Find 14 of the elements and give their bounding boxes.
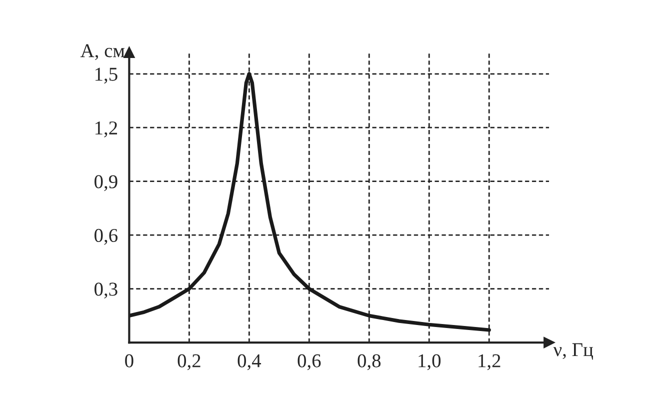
x-axis-title: ν, Гц — [553, 343, 594, 360]
y-tick-label: 1,2 — [95, 121, 118, 138]
y-tick-label: 1,5 — [95, 68, 118, 84]
x-tick-label: 0,6 — [298, 354, 321, 370]
x-tick-label: 0 — [125, 354, 134, 368]
y-axis-title: A, см — [80, 44, 125, 60]
x-tick-label: 1,2 — [478, 354, 500, 370]
x-tick-label: 0,8 — [358, 354, 381, 370]
x-tick-label: 0,4 — [238, 354, 262, 370]
y-tick-label: 0,3 — [94, 282, 118, 299]
x-tick-label: 1,0 — [418, 354, 441, 370]
y-tick-label: 0,9 — [94, 175, 118, 192]
y-tick-label: 0,6 — [94, 228, 118, 245]
x-tick-label: 0,2 — [178, 354, 200, 370]
